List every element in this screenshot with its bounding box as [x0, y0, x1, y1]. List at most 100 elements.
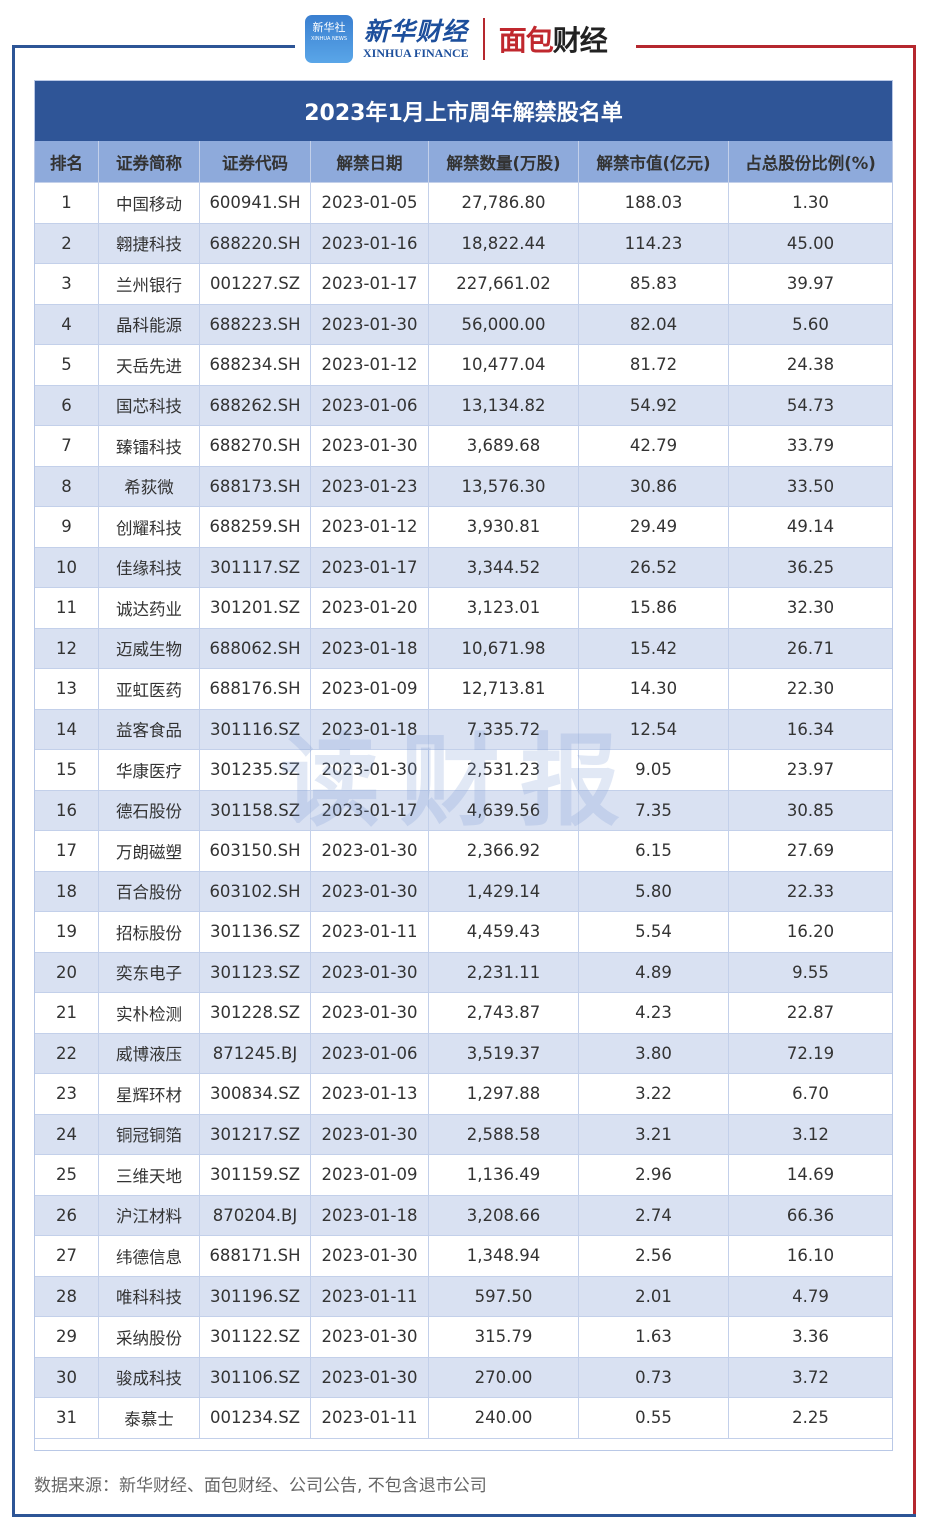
cell-date: 2023-01-16 — [311, 223, 429, 263]
cell-code: 301106.SZ — [200, 1357, 311, 1397]
frame-bottom-border — [12, 1514, 916, 1517]
cell-code: 301122.SZ — [200, 1317, 311, 1357]
cell-rank: 11 — [35, 588, 99, 628]
table-row: 28 唯科科技 301196.SZ 2023-01-11 597.50 2.01 4.79 — [35, 1276, 892, 1317]
cell-name: 泰慕士 — [99, 1398, 200, 1438]
cell-quantity: 27,786.80 — [429, 183, 579, 223]
cell-market-value: 9.05 — [579, 750, 729, 790]
cell-name: 三维天地 — [99, 1155, 200, 1195]
logo-divider — [482, 18, 485, 60]
cell-quantity: 10,477.04 — [429, 345, 579, 385]
cell-rank: 14 — [35, 709, 99, 749]
cell-code: 301235.SZ — [200, 750, 311, 790]
cell-market-value: 2.74 — [579, 1195, 729, 1235]
cell-market-value: 3.22 — [579, 1074, 729, 1114]
cell-quantity: 240.00 — [429, 1398, 579, 1438]
cell-market-value: 2.56 — [579, 1236, 729, 1276]
cell-code: 001227.SZ — [200, 264, 311, 304]
table-row: 30 骏成科技 301106.SZ 2023-01-30 270.00 0.73 3.72 — [35, 1357, 892, 1398]
xinhua-finance-en: XINHUA FINANCE — [363, 45, 469, 60]
table-row: 22 威博液压 871245.BJ 2023-01-06 3,519.37 3.80 72.… — [35, 1033, 892, 1074]
mianbao-logo-part2: 财经 — [552, 24, 608, 57]
cell-code: 001234.SZ — [200, 1398, 311, 1438]
table-row: 3 兰州银行 001227.SZ 2023-01-17 227,661.02 85.83 3… — [35, 264, 892, 305]
table-row: 7 臻镭科技 688270.SH 2023-01-30 3,689.68 42.79 33.… — [35, 426, 892, 467]
cell-market-value: 7.35 — [579, 790, 729, 830]
cell-ratio: 33.79 — [786, 436, 835, 456]
table-row: 12 迈威生物 688062.SH 2023-01-18 10,671.98 15.42 2… — [35, 628, 892, 669]
cell-quantity: 13,576.30 — [429, 466, 579, 506]
cell-name: 奕东电子 — [99, 952, 200, 992]
cell-rank: 18 — [35, 871, 99, 911]
cell-name: 百合股份 — [99, 871, 200, 911]
cell-date: 2023-01-09 — [311, 669, 429, 709]
cell-date: 2023-01-18 — [311, 709, 429, 749]
cell-code: 301136.SZ — [200, 912, 311, 952]
cell-rank: 6 — [35, 385, 99, 425]
cell-market-value: 29.49 — [579, 507, 729, 547]
cell-code: 688220.SH — [200, 223, 311, 263]
cell-rank: 19 — [35, 912, 99, 952]
header-logos: 新华社 XINHUA NEWS 新华财经 XINHUA FINANCE 面包财经 — [305, 14, 608, 64]
cell-rank: 20 — [35, 952, 99, 992]
cell-code: 300834.SZ — [200, 1074, 311, 1114]
cell-ratio: 22.87 — [786, 1003, 835, 1023]
cell-rank: 21 — [35, 993, 99, 1033]
xinhua-finance-logo: 新华财经 XINHUA FINANCE — [363, 17, 469, 61]
cell-market-value: 5.54 — [579, 912, 729, 952]
header-name: 证券简称 — [99, 141, 200, 182]
cell-market-value: 85.83 — [579, 264, 729, 304]
cell-market-value: 0.55 — [579, 1398, 729, 1438]
table-row: 16 德石股份 301158.SZ 2023-01-17 4,639.56 7.35 30.… — [35, 790, 892, 831]
cell-market-value: 26.52 — [579, 547, 729, 587]
cell-ratio: 22.30 — [786, 679, 835, 699]
table-row: 10 佳缘科技 301117.SZ 2023-01-17 3,344.52 26.52 36… — [35, 547, 892, 588]
cell-rank: 25 — [35, 1155, 99, 1195]
cell-name: 德石股份 — [99, 790, 200, 830]
table-row: 21 实朴检测 301228.SZ 2023-01-30 2,743.87 4.23 22.… — [35, 993, 892, 1034]
header-date: 解禁日期 — [311, 141, 429, 182]
table-row: 9 创耀科技 688259.SH 2023-01-12 3,930.81 29.49 49.… — [35, 507, 892, 548]
cell-market-value: 3.80 — [579, 1033, 729, 1073]
cell-code: 301117.SZ — [200, 547, 311, 587]
table-row: 25 三维天地 301159.SZ 2023-01-09 1,136.49 2.96 14.… — [35, 1155, 892, 1196]
cell-quantity: 3,123.01 — [429, 588, 579, 628]
cell-rank: 4 — [35, 304, 99, 344]
cell-ratio: 9.55 — [792, 962, 829, 982]
table-row: 14 益客食品 301116.SZ 2023-01-18 7,335.72 12.54 16… — [35, 709, 892, 750]
cell-code: 603102.SH — [200, 871, 311, 911]
cell-quantity: 4,639.56 — [429, 790, 579, 830]
cell-market-value: 81.72 — [579, 345, 729, 385]
cell-quantity: 270.00 — [429, 1357, 579, 1397]
mianbao-logo-part1: 面包 — [498, 24, 554, 57]
cell-quantity: 2,531.23 — [429, 750, 579, 790]
cell-date: 2023-01-30 — [311, 1317, 429, 1357]
table-header-row: 排名 证券简称 证券代码 解禁日期 解禁数量(万股) 解禁市值(亿元) 占总股份比例(%) — [35, 141, 892, 183]
table-row: 18 百合股份 603102.SH 2023-01-30 1,429.14 5.80 22.… — [35, 871, 892, 912]
cell-date: 2023-01-30 — [311, 1357, 429, 1397]
cell-quantity: 2,366.92 — [429, 831, 579, 871]
table-row: 20 奕东电子 301123.SZ 2023-01-30 2,231.11 4.89 9.5… — [35, 952, 892, 993]
cell-quantity: 1,348.94 — [429, 1236, 579, 1276]
cell-quantity: 597.50 — [429, 1276, 579, 1316]
table-row: 24 铜冠铜箔 301217.SZ 2023-01-30 2,588.58 3.21 3.1… — [35, 1114, 892, 1155]
table-row: 29 采纳股份 301122.SZ 2023-01-30 315.79 1.63 3.36 — [35, 1317, 892, 1358]
source-note: 数据来源：新华财经、面包财经、公司公告, 不包含退市公司 — [34, 1476, 487, 1496]
cell-quantity: 1,297.88 — [429, 1074, 579, 1114]
cell-name: 唯科科技 — [99, 1276, 200, 1316]
cell-rank: 16 — [35, 790, 99, 830]
cell-code: 301158.SZ — [200, 790, 311, 830]
cell-ratio: 4.79 — [792, 1286, 829, 1306]
cell-market-value: 15.86 — [579, 588, 729, 628]
cell-ratio: 24.38 — [786, 355, 835, 375]
cell-code: 603150.SH — [200, 831, 311, 871]
frame-left-border — [12, 45, 15, 1517]
cell-rank: 1 — [35, 183, 99, 223]
cell-market-value: 54.92 — [579, 385, 729, 425]
cell-ratio: 3.72 — [792, 1367, 829, 1387]
table-row: 6 国芯科技 688262.SH 2023-01-06 13,134.82 54.92 54… — [35, 385, 892, 426]
frame-right-border — [913, 45, 916, 1517]
cell-name: 翱捷科技 — [99, 223, 200, 263]
table-row: 17 万朗磁塑 603150.SH 2023-01-30 2,366.92 6.15 27.… — [35, 831, 892, 872]
cell-quantity: 13,134.82 — [429, 385, 579, 425]
